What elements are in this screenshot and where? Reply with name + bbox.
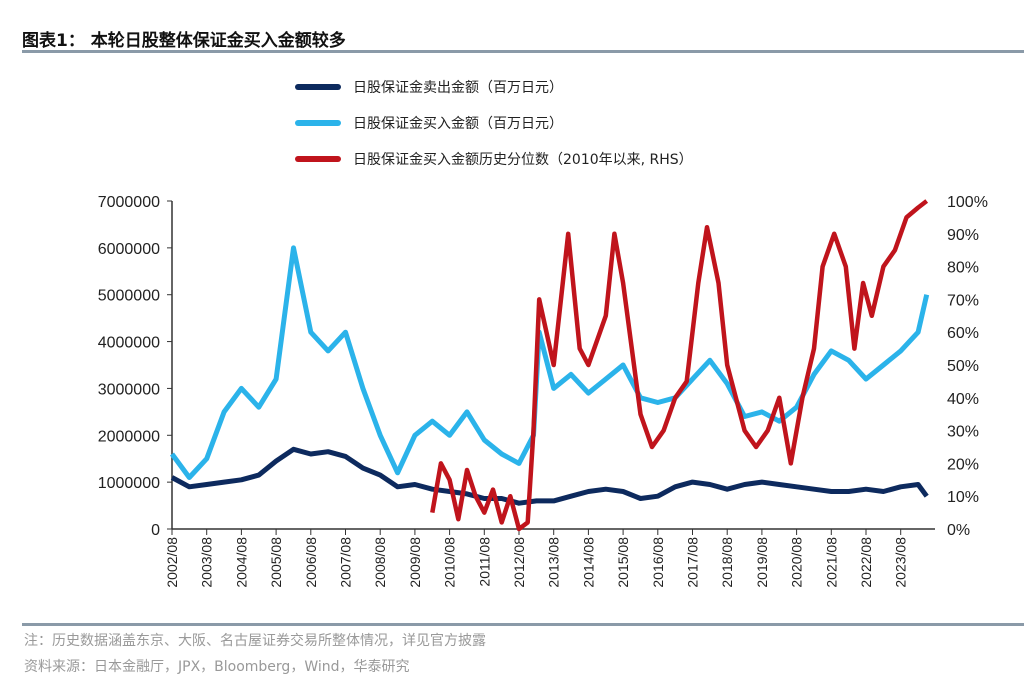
- x-tick-label: 2023/08: [893, 537, 909, 588]
- x-tick-label: 2003/08: [199, 537, 215, 588]
- x-tick-label: 2004/08: [233, 537, 249, 588]
- y-right-tick-label: 70%: [947, 292, 979, 309]
- x-tick-label: 2009/08: [407, 537, 423, 588]
- x-tick-label: 2022/08: [858, 537, 874, 588]
- x-tick-label: 2013/08: [546, 537, 562, 588]
- legend-swatch: [295, 156, 341, 162]
- y-right-tick-label: 30%: [947, 424, 979, 441]
- legend-label: 日股保证金卖出金额（百万日元）: [353, 80, 563, 96]
- y-right-tick-label: 60%: [947, 325, 979, 342]
- y-left-tick-label: 3000000: [98, 381, 160, 398]
- source-note: 资料来源：日本金融厅，JPX，Bloomberg，Wind，华泰研究: [24, 659, 410, 675]
- title-divider: [22, 50, 1024, 53]
- y-left-tick-label: 0: [151, 522, 160, 539]
- y-right-tick-label: 20%: [947, 456, 979, 473]
- legend-item-percentile: 日股保证金买入金额历史分位数（2010年以来, RHS）: [295, 149, 693, 169]
- legend-item-buy: 日股保证金买入金额（百万日元）: [295, 113, 563, 133]
- x-tick-label: 2021/08: [823, 537, 839, 588]
- y-left-tick-label: 6000000: [98, 241, 160, 258]
- y-left-tick-label: 2000000: [98, 428, 160, 445]
- legend-label: 日股保证金买入金额历史分位数（2010年以来, RHS）: [353, 152, 693, 168]
- footnote: 注：历史数据涵盖东京、大阪、名古屋证券交易所整体情况，详见官方披露: [24, 633, 486, 649]
- y-left-tick-label: 4000000: [98, 335, 160, 352]
- y-left-tick-label: 1000000: [98, 475, 160, 492]
- x-tick-label: 2006/08: [303, 537, 319, 588]
- y-right-tick-label: 10%: [947, 489, 979, 506]
- y-right-tick-label: 80%: [947, 260, 979, 277]
- legend-label: 日股保证金买入金额（百万日元）: [353, 116, 563, 132]
- legend-swatch: [295, 120, 341, 126]
- x-tick-label: 2012/08: [511, 537, 527, 588]
- legend-swatch: [295, 84, 341, 90]
- footer-divider: [22, 623, 1024, 626]
- x-tick-label: 2019/08: [754, 537, 770, 588]
- x-tick-label: 2007/08: [338, 537, 354, 588]
- x-tick-label: 2002/08: [164, 537, 180, 588]
- x-tick-label: 2014/08: [580, 537, 596, 588]
- x-tick-label: 2015/08: [615, 537, 631, 588]
- y-right-tick-label: 100%: [947, 194, 988, 211]
- y-right-tick-label: 50%: [947, 358, 979, 375]
- legend-item-sell: 日股保证金卖出金额（百万日元）: [295, 77, 563, 97]
- y-right-tick-label: 90%: [947, 227, 979, 244]
- series-line-2: [430, 199, 929, 532]
- x-tick-label: 2008/08: [372, 537, 388, 588]
- x-tick-label: 2005/08: [268, 537, 284, 588]
- x-tick-label: 2011/08: [476, 537, 492, 587]
- series-line-1: [169, 245, 930, 480]
- x-tick-label: 2010/08: [442, 537, 458, 588]
- x-tick-label: 2016/08: [650, 537, 666, 588]
- y-left-tick-label: 5000000: [98, 288, 160, 305]
- line-chart: 0 1000000 2000000 3000000 4000000 5000000 6000…: [98, 194, 988, 588]
- y-right-tick-label: 0%: [947, 522, 970, 539]
- series-line-0: [170, 446, 929, 506]
- x-tick-label: 2018/08: [719, 537, 735, 588]
- chart-title: 图表1： 本轮日股整体保证金买入金额较多: [22, 31, 346, 51]
- y-left-tick-label: 7000000: [98, 194, 160, 211]
- x-tick-label: 2020/08: [789, 537, 805, 588]
- x-tick-label: 2017/08: [685, 537, 701, 588]
- y-right-tick-label: 40%: [947, 391, 979, 408]
